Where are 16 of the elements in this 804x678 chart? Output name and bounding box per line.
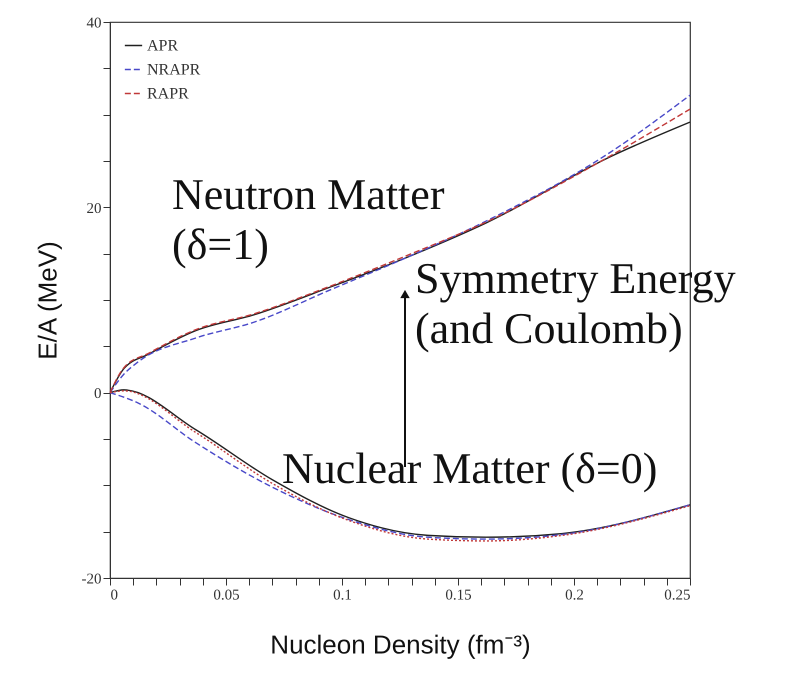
x-tick-label: 0.2 (565, 588, 584, 604)
x-axis-title: Nucleon Density (fm⁻³) (270, 630, 531, 660)
legend-label: APR (147, 38, 178, 54)
x-tick-label: 0.15 (445, 588, 472, 604)
y-axis-title: E/A (MeV) (32, 241, 63, 360)
legend-label: NRAPR (147, 62, 201, 78)
legend-label: RAPR (147, 86, 190, 102)
x-tick-label: 0.05 (213, 588, 240, 604)
y-tick-label: 20 (86, 200, 102, 217)
x-tick-label: 0 (110, 588, 118, 604)
y-tick-label: 0 (94, 386, 102, 402)
y-tick-label: -20 (82, 572, 102, 588)
y-tick-label: 40 (86, 16, 102, 32)
annotation: Nuclear Matter (δ=0) (282, 444, 658, 493)
x-tick-label: 0.25 (664, 588, 690, 604)
x-tick-label: 0.1 (333, 588, 352, 604)
